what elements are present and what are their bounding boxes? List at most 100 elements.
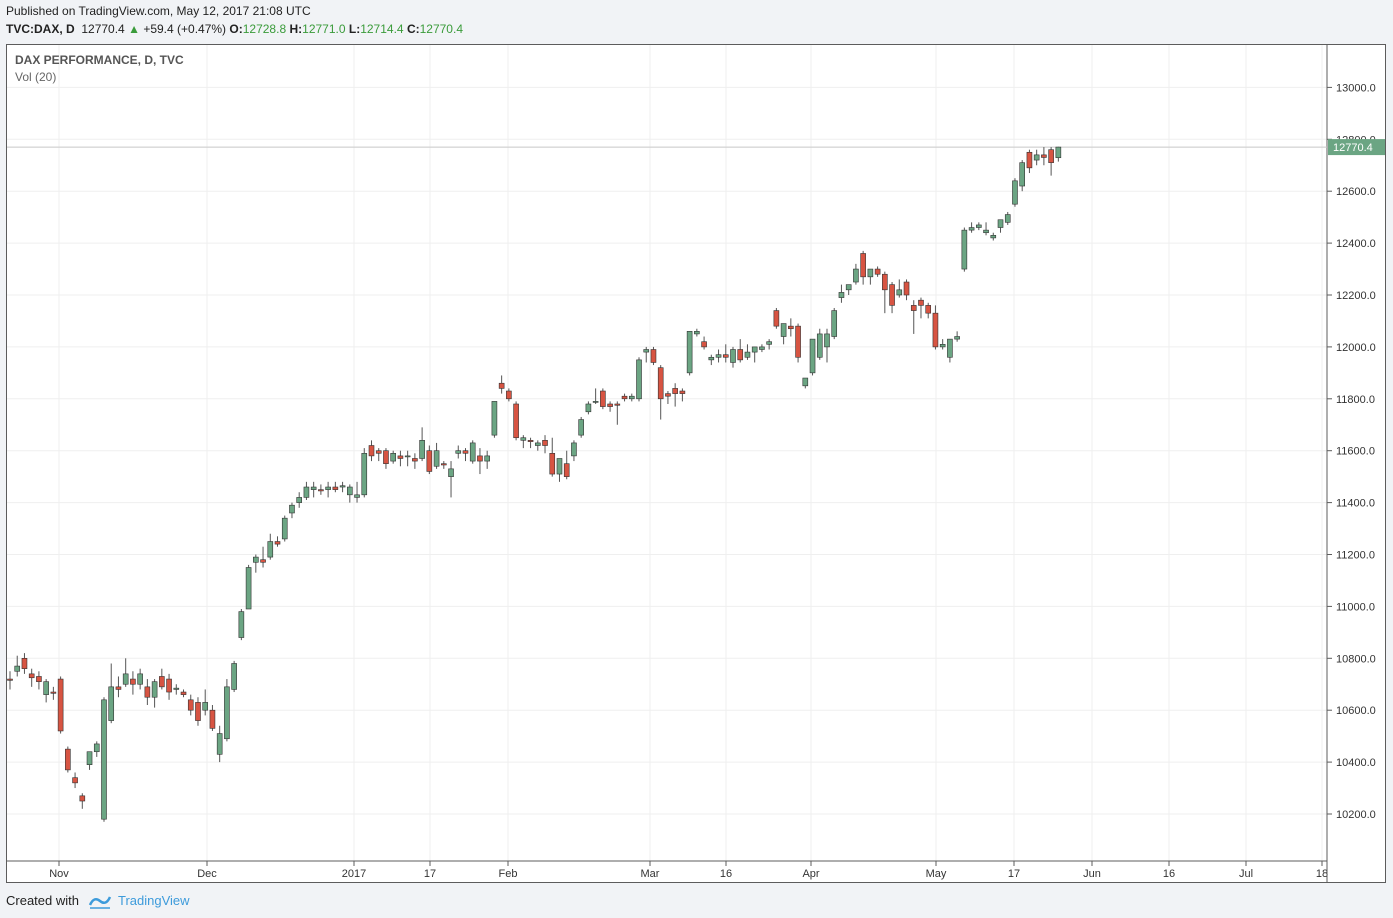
candle-body	[686, 331, 693, 374]
candle-body	[780, 323, 787, 337]
candle-body	[737, 349, 744, 361]
candle-body	[238, 611, 245, 638]
candle-body	[260, 559, 266, 563]
candle-body	[36, 676, 42, 682]
open-label: O:	[229, 22, 243, 36]
candle-body	[845, 284, 852, 291]
candle-body	[592, 401, 599, 403]
candle-body	[838, 292, 845, 298]
chart-header: Published on TradingView.com, May 12, 20…	[0, 0, 1393, 42]
candle-body	[130, 678, 136, 685]
candle-body	[824, 333, 830, 348]
candle-body	[1012, 180, 1018, 205]
candle-body	[339, 485, 346, 488]
candle-body	[448, 468, 454, 477]
candle-body	[1019, 162, 1026, 187]
candle-body	[968, 227, 975, 231]
tradingview-link[interactable]: TradingView	[118, 893, 190, 908]
candle-body	[556, 458, 563, 475]
candle-body	[715, 354, 722, 358]
candle-body	[1041, 154, 1047, 158]
x-tick-label: Mar	[641, 868, 660, 880]
x-tick-label: May	[926, 868, 947, 880]
candle-body	[115, 686, 122, 690]
candle-body	[701, 341, 707, 348]
y-tick-label: 10200.0	[1336, 809, 1376, 821]
candle-body	[426, 450, 433, 472]
x-tick-label: Apr	[802, 868, 819, 880]
candle-body	[773, 310, 780, 327]
candle-body	[788, 325, 794, 330]
candle-body	[867, 268, 874, 278]
candle-body	[202, 702, 209, 711]
high-label: H:	[289, 22, 303, 36]
candle-body	[151, 681, 158, 698]
x-tick-label: 17	[424, 868, 436, 880]
x-tick-label: Jul	[1239, 868, 1253, 880]
candle-body	[665, 393, 671, 397]
candle-body	[397, 455, 404, 459]
volume-legend: Vol (20)	[15, 70, 57, 84]
candle-body	[679, 390, 686, 394]
candle-body	[274, 541, 281, 545]
candle-body	[1055, 146, 1062, 159]
candle-body	[21, 657, 28, 669]
candle-body	[65, 748, 71, 771]
published-text: Published on TradingView.com, May 12, 20…	[6, 4, 311, 18]
candle-body	[43, 681, 49, 695]
candle-body	[954, 336, 960, 340]
candle-body	[245, 567, 252, 610]
candle-body	[903, 281, 910, 296]
candle-body	[173, 687, 180, 690]
candle-body	[433, 450, 440, 467]
candle-body	[166, 678, 172, 693]
candle-body	[462, 450, 469, 454]
candle-body	[390, 452, 396, 462]
candle-body	[224, 686, 230, 740]
y-tick-label: 10400.0	[1336, 757, 1376, 769]
ohlc-readout: TVC:DAX, D 12770.4 ▲ +59.4 (+0.47%) O:12…	[6, 22, 463, 36]
candle-body	[766, 341, 772, 345]
candle-body	[361, 452, 368, 496]
y-tick-label: 11200.0	[1336, 550, 1375, 562]
candle-body	[440, 463, 447, 466]
candle-body	[477, 455, 483, 462]
candle-body	[853, 268, 859, 283]
candle-body	[889, 284, 895, 306]
candle-body	[600, 390, 606, 407]
candle-body	[231, 663, 237, 690]
candle-body	[534, 442, 541, 446]
candle-body	[983, 229, 989, 234]
candle-body	[375, 450, 382, 454]
candle-body	[332, 486, 339, 490]
candle-body	[527, 440, 534, 442]
created-with-text: Created with	[6, 893, 79, 908]
candle-body	[751, 346, 758, 353]
candle-body	[607, 403, 613, 407]
candlestick-chart[interactable]: 10200.0 10400.0 10600.0 10800.0 11000.0 11200…	[6, 44, 1386, 883]
candle-body	[347, 486, 353, 496]
candle-body	[549, 452, 556, 475]
last-price: 12770.4	[81, 22, 125, 36]
candle-body	[144, 686, 151, 698]
candle-body	[122, 673, 129, 685]
candle-body	[578, 419, 584, 436]
candle-body	[253, 556, 259, 563]
chart-pane[interactable]	[6, 44, 1386, 883]
candle-body	[520, 437, 527, 441]
candle-body	[354, 494, 360, 498]
x-tick-label: 17	[1008, 868, 1020, 880]
x-tick-label: 16	[720, 868, 732, 880]
up-arrow-icon: ▲	[128, 22, 140, 36]
candle-body	[506, 390, 512, 400]
candle-body	[7, 678, 13, 681]
y-tick-label: 13000.0	[1336, 82, 1376, 94]
candle-body	[809, 338, 816, 374]
candle-body	[585, 403, 592, 413]
candle-body	[419, 440, 425, 459]
candle-body	[961, 229, 968, 270]
candle-body	[303, 486, 310, 498]
candle-body	[744, 351, 751, 358]
tradingview-logo-icon[interactable]	[88, 892, 112, 910]
candle-body	[404, 455, 411, 458]
